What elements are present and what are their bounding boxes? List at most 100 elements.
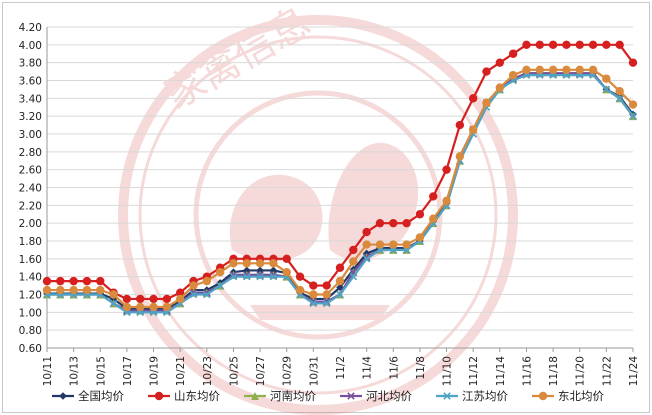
y-tick-label: 2.00 (19, 218, 42, 230)
data-point (482, 98, 491, 107)
legend-item: 河南均价 (244, 389, 316, 403)
y-tick-label: 1.40 (19, 272, 42, 284)
data-point (628, 100, 638, 109)
legend-label: 山东均价 (174, 389, 220, 403)
svg-text:家禽信息: 家禽信息 (157, 0, 319, 119)
data-point (375, 240, 385, 249)
x-tick-label: 10/23 (202, 356, 214, 386)
data-point (203, 290, 211, 299)
legend-item: 江苏均价 (436, 389, 508, 403)
legend-item: 东北均价 (532, 389, 604, 403)
data-point (69, 285, 78, 295)
data-point (69, 276, 78, 286)
data-point (468, 125, 478, 134)
x-tick-label: 11/8 (415, 356, 427, 380)
y-tick-label: 4.20 (19, 22, 42, 34)
x-tick-label: 10/15 (95, 356, 107, 386)
data-point (455, 120, 465, 130)
data-point (335, 263, 345, 272)
y-tick-label: 0.80 (19, 325, 42, 337)
legend-label: 江苏均价 (462, 389, 508, 403)
legend-label: 河北均价 (366, 389, 412, 403)
data-point (82, 276, 92, 286)
data-point (175, 288, 185, 297)
data-point (588, 40, 598, 50)
data-point (349, 245, 358, 255)
data-point (229, 272, 238, 281)
data-point (96, 276, 105, 286)
x-tick-label: 11/10 (442, 356, 454, 386)
data-point (322, 290, 331, 299)
data-point (136, 294, 145, 304)
legend-marker (347, 392, 355, 400)
x-tick-label: 11/6 (388, 356, 400, 380)
data-point (495, 83, 505, 92)
x-tick-label: 10/27 (255, 356, 267, 386)
data-point (309, 290, 318, 299)
y-tick-label: 1.60 (19, 254, 42, 266)
x-tick-label: 11/18 (548, 356, 560, 386)
x-tick-label: 11/24 (628, 356, 640, 387)
data-point (468, 94, 478, 103)
data-point (282, 254, 291, 264)
legend-marker (59, 392, 67, 400)
data-point (336, 290, 344, 299)
data-point (136, 302, 145, 312)
y-tick-label: 4.00 (19, 40, 42, 52)
x-tick-label: 11/16 (521, 356, 533, 387)
data-point (628, 58, 638, 67)
data-point (242, 266, 251, 275)
data-point (122, 294, 132, 304)
data-point (96, 285, 105, 295)
y-tick-label: 3.00 (19, 129, 42, 141)
data-point (429, 192, 438, 201)
data-point (562, 40, 571, 50)
data-point (482, 67, 491, 76)
data-point (175, 294, 185, 304)
data-point (429, 214, 438, 223)
data-point (629, 112, 637, 120)
data-point (322, 281, 331, 290)
data-point (495, 58, 505, 67)
data-point (82, 285, 92, 295)
y-tick-label: 3.40 (19, 93, 42, 105)
data-point (442, 165, 451, 174)
data-point (149, 294, 158, 304)
data-point (415, 233, 425, 242)
legend-item: 全国均价 (52, 389, 124, 403)
data-point (42, 285, 52, 295)
data-point (215, 268, 225, 277)
x-tick-label: 11/4 (362, 356, 374, 380)
data-point (535, 40, 544, 50)
x-tick-label: 11/20 (575, 356, 587, 386)
data-point (615, 87, 624, 96)
legend-marker (154, 391, 164, 401)
y-tick-label: 2.60 (19, 165, 42, 177)
data-point (349, 257, 358, 266)
y-tick-label: 3.60 (19, 76, 42, 88)
legend-item: 山东均价 (148, 389, 220, 403)
y-tick-label: 2.20 (19, 200, 42, 212)
data-point (535, 65, 544, 75)
series-2 (42, 40, 638, 304)
data-point (109, 299, 118, 308)
data-point (615, 94, 624, 103)
data-point (562, 65, 571, 75)
data-point (588, 65, 598, 75)
data-point (402, 240, 411, 249)
legend-label: 全国均价 (78, 389, 124, 403)
data-point (295, 272, 305, 281)
y-tick-label: 1.20 (19, 290, 42, 302)
data-point (122, 302, 132, 312)
legend: 全国均价 山东均价 河南均价 河北均价 江苏均价 东北均价 (52, 389, 604, 403)
x-tick-label: 10/13 (69, 356, 81, 386)
legend-label: 东北均价 (558, 389, 604, 403)
x-tick-label: 10/17 (122, 356, 134, 386)
data-point (335, 276, 345, 286)
x-tick-label: 11/14 (495, 356, 507, 387)
data-point (602, 40, 611, 50)
data-point (415, 210, 425, 219)
data-point (389, 218, 398, 228)
y-tick-label: 1.80 (19, 236, 42, 248)
